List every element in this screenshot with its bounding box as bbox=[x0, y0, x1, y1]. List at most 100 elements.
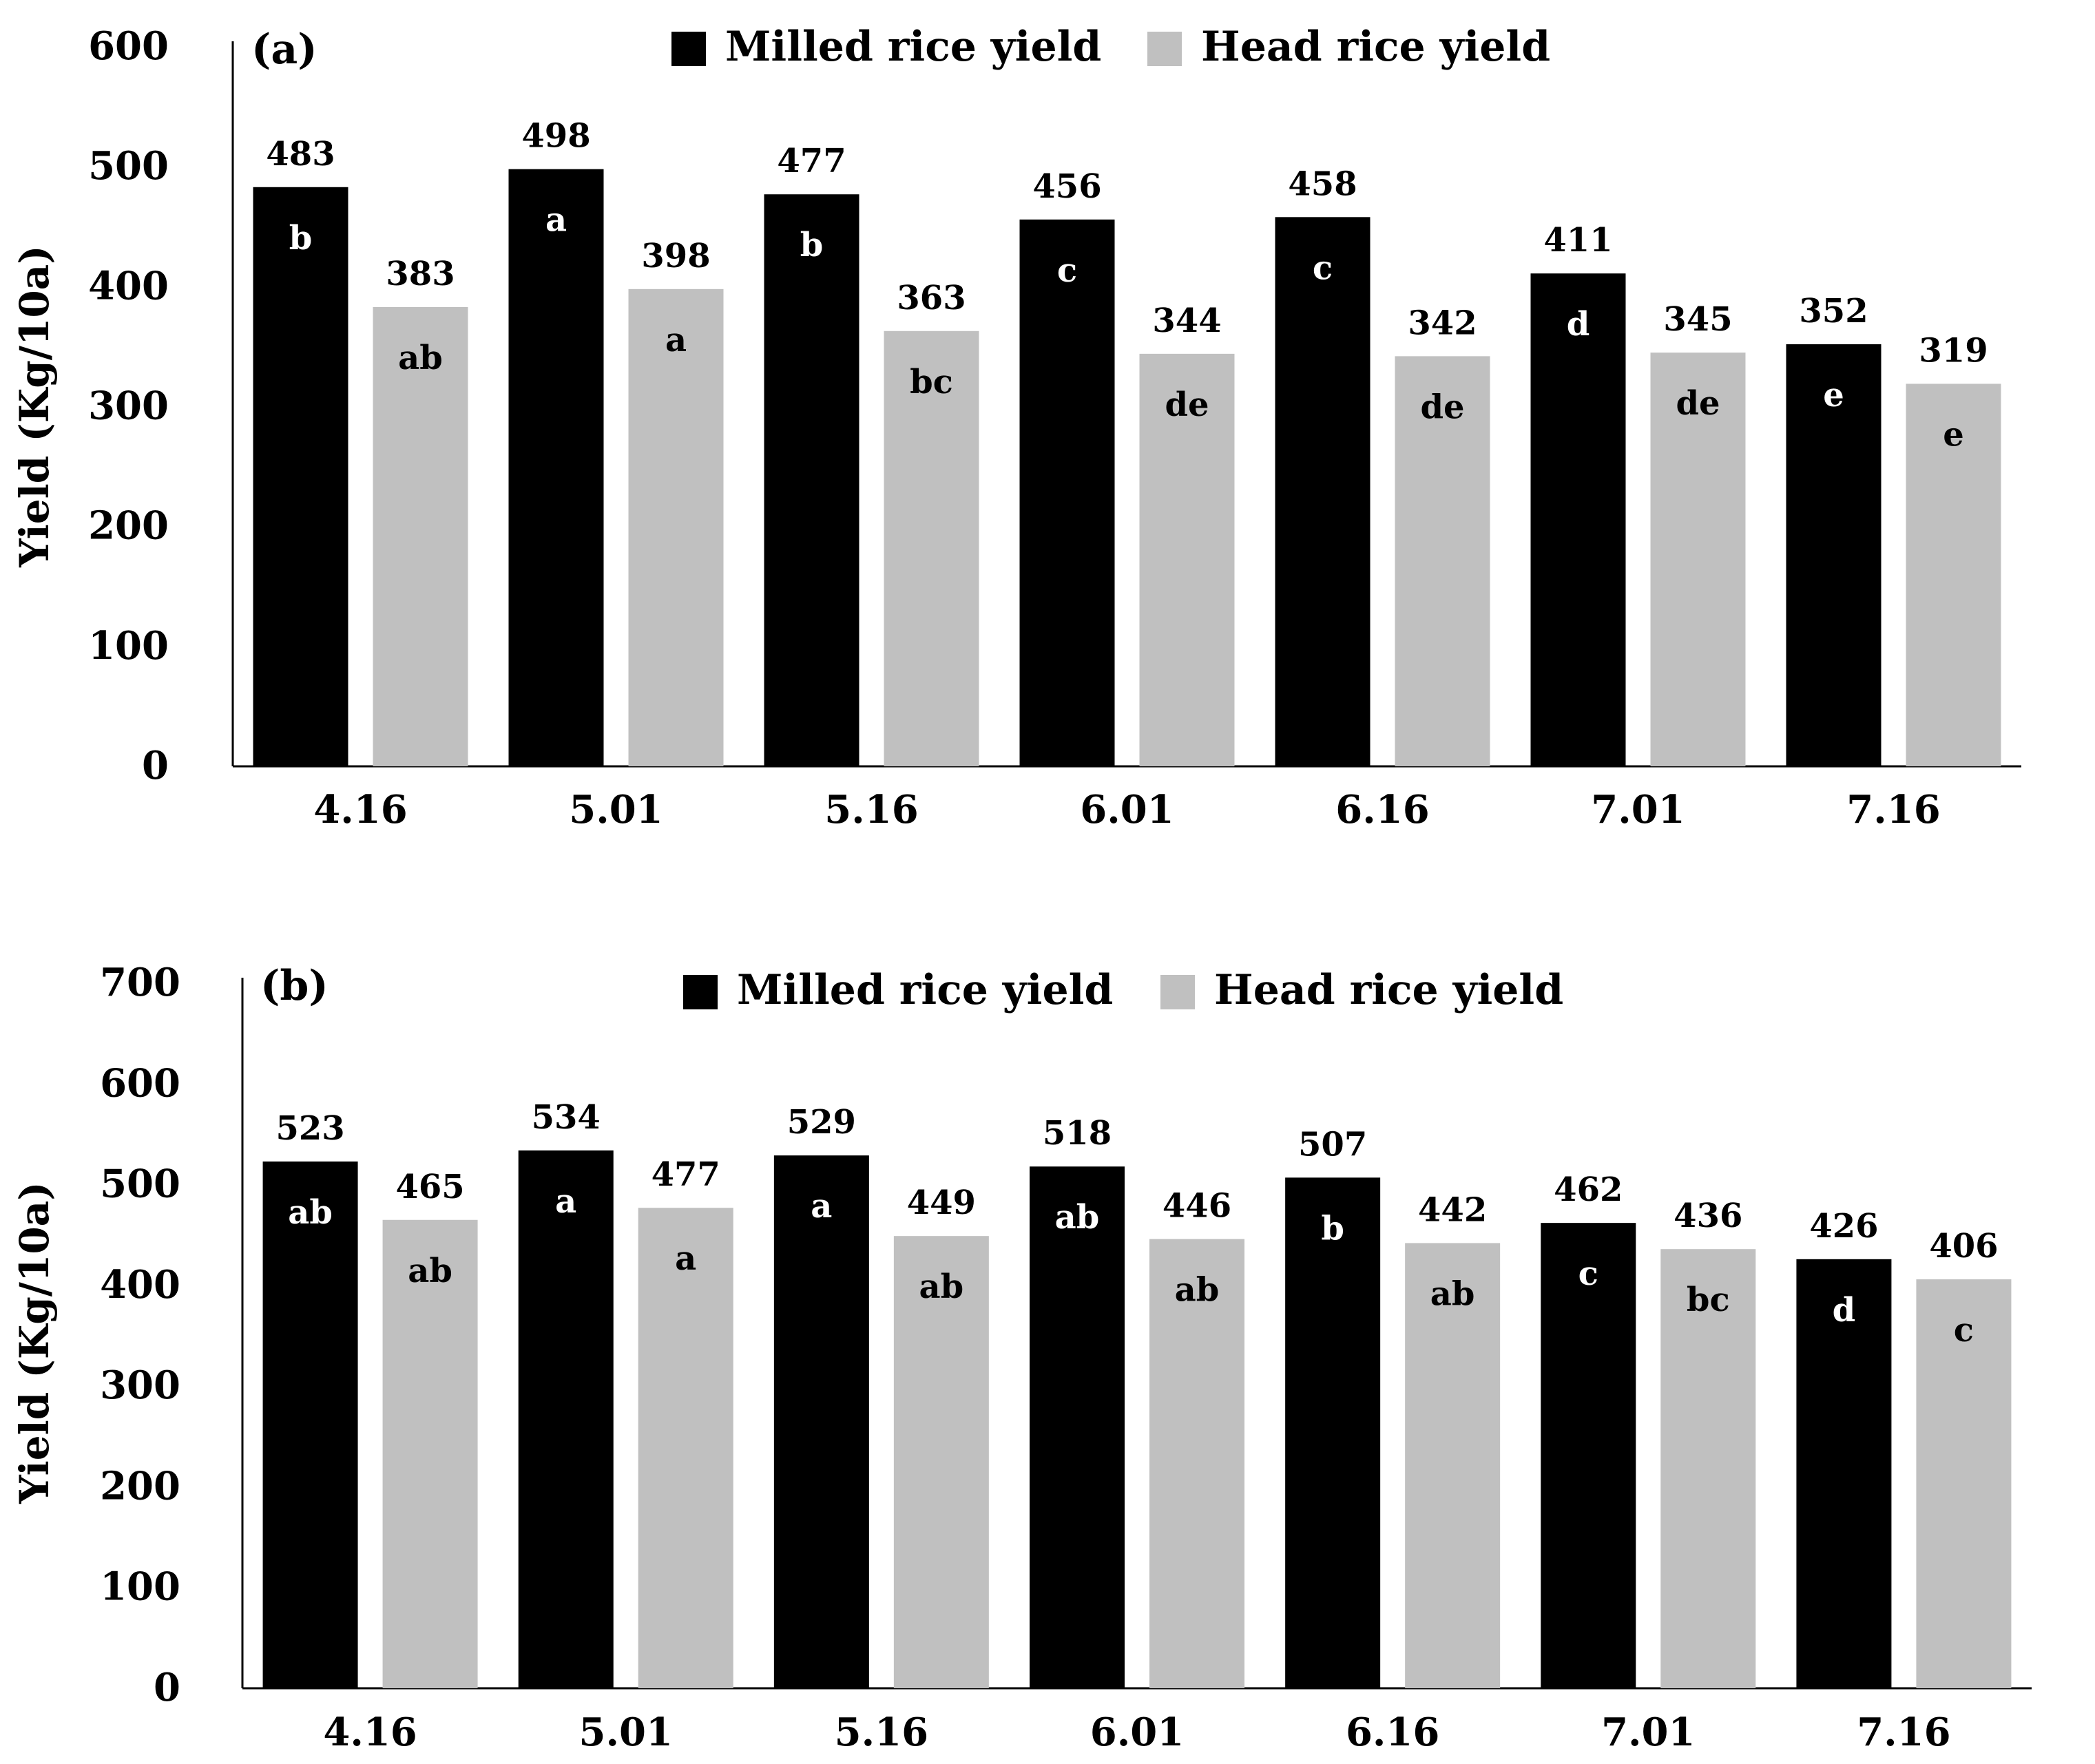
bar-head bbox=[638, 1208, 733, 1688]
bar-head bbox=[1650, 353, 1746, 766]
x-tick-label: 6.01 bbox=[1090, 1710, 1184, 1755]
y-tick-label: 300 bbox=[88, 384, 169, 429]
y-tick-label: 200 bbox=[88, 503, 169, 549]
bar-head bbox=[373, 306, 468, 767]
bar-group-letter: de bbox=[1420, 388, 1464, 426]
bar-value-label: 507 bbox=[1298, 1125, 1367, 1164]
bar-head bbox=[893, 1236, 989, 1688]
y-tick-label: 600 bbox=[88, 23, 169, 69]
bar-value-label: 398 bbox=[641, 237, 710, 275]
bar-value-label: 436 bbox=[1674, 1197, 1742, 1235]
bar-group-letter: de bbox=[1676, 384, 1720, 423]
bar-head bbox=[1395, 356, 1490, 766]
y-tick-label: 100 bbox=[100, 1564, 180, 1610]
legend-swatch bbox=[1147, 32, 1182, 66]
bar-head bbox=[884, 330, 979, 766]
bar-value-label: 477 bbox=[652, 1155, 720, 1194]
x-tick-label: 7.16 bbox=[1857, 1710, 1950, 1755]
legend-label: Milled rice yield bbox=[725, 23, 1101, 71]
bar-milled bbox=[262, 1161, 358, 1688]
bar-group-letter: a bbox=[811, 1187, 832, 1226]
bar-group-letter: ab bbox=[1430, 1274, 1475, 1313]
bar-group-letter: b bbox=[1321, 1209, 1344, 1248]
bar-value-label: 426 bbox=[1809, 1207, 1878, 1246]
bar-group-letter: bc bbox=[910, 363, 953, 401]
x-tick-label: 6.16 bbox=[1335, 787, 1429, 832]
bar-value-label: 523 bbox=[275, 1109, 344, 1148]
bar-group-letter: ab bbox=[398, 339, 443, 377]
bar-milled bbox=[1275, 217, 1370, 767]
panel-label: (a) bbox=[251, 25, 317, 74]
legend-swatch bbox=[671, 32, 706, 66]
bar-milled bbox=[1530, 273, 1626, 766]
bar-milled bbox=[773, 1155, 869, 1688]
bar-milled bbox=[1541, 1223, 1636, 1688]
x-tick-label: 5.16 bbox=[824, 787, 918, 832]
bar-milled bbox=[1019, 219, 1115, 766]
bar-value-label: 449 bbox=[907, 1184, 976, 1222]
bar-milled bbox=[1030, 1166, 1125, 1688]
bar-value-label: 352 bbox=[1799, 292, 1868, 330]
chart-panel-b: 0 100 200 300 400 500 600 700 Yield (Kg/10a) (b) M… bbox=[11, 960, 2032, 1755]
bar-value-label: 498 bbox=[521, 117, 590, 156]
bar-group-letter: a bbox=[675, 1239, 696, 1278]
y-tick-label: 300 bbox=[100, 1363, 180, 1408]
bar-value-label: 518 bbox=[1043, 1114, 1112, 1153]
bar-group-letter: a bbox=[555, 1182, 576, 1221]
bar-value-label: 345 bbox=[1663, 300, 1732, 339]
bar-value-label: 319 bbox=[1919, 331, 1988, 370]
bar-value-label: 411 bbox=[1543, 221, 1612, 260]
bar-group-letter: b bbox=[800, 226, 824, 264]
panel-label: (b) bbox=[260, 962, 329, 1010]
bar-value-label: 465 bbox=[395, 1168, 464, 1206]
bar-group-letter: e bbox=[1823, 376, 1844, 414]
x-tick-label: 7.01 bbox=[1601, 1710, 1695, 1755]
bar-value-label: 483 bbox=[266, 135, 335, 174]
x-tick-label: 7.16 bbox=[1846, 787, 1940, 832]
bar-group-letter: ab bbox=[1055, 1198, 1100, 1237]
bar-head bbox=[1660, 1249, 1756, 1688]
bar-head bbox=[1916, 1279, 2012, 1688]
bar-group-letter: ab bbox=[1175, 1271, 1220, 1310]
bar-group-letter: ab bbox=[288, 1193, 333, 1232]
bar-value-label: 363 bbox=[897, 279, 966, 317]
x-tick-label: 5.16 bbox=[835, 1710, 928, 1755]
bar-value-label: 446 bbox=[1163, 1187, 1231, 1226]
bar-head bbox=[1906, 384, 2001, 766]
bar-head bbox=[1149, 1239, 1244, 1688]
bar-value-label: 529 bbox=[787, 1103, 856, 1142]
x-tick-label: 5.01 bbox=[569, 787, 663, 832]
bar-group-letter: c bbox=[1057, 251, 1077, 290]
bar-head bbox=[1139, 353, 1235, 766]
legend-label: Head rice yield bbox=[1214, 966, 1563, 1014]
bar-value-label: 534 bbox=[532, 1098, 601, 1137]
y-tick-label: 0 bbox=[142, 743, 169, 788]
bar-milled bbox=[518, 1150, 614, 1688]
bar-group-letter: a bbox=[545, 201, 567, 240]
y-tick-label: 0 bbox=[154, 1665, 180, 1710]
y-tick-label: 400 bbox=[100, 1262, 180, 1308]
bar-value-label: 406 bbox=[1929, 1227, 1998, 1266]
x-tick-label: 6.01 bbox=[1080, 787, 1174, 832]
x-tick-label: 4.16 bbox=[323, 1710, 417, 1755]
bar-value-label: 342 bbox=[1408, 304, 1477, 342]
bar-value-label: 462 bbox=[1554, 1170, 1623, 1209]
bar-group-letter: b bbox=[289, 219, 313, 258]
x-tick-label: 4.16 bbox=[313, 787, 407, 832]
bar-group-letter: ab bbox=[919, 1268, 964, 1306]
bar-value-label: 477 bbox=[777, 142, 846, 180]
bar-group-letter: c bbox=[1578, 1254, 1598, 1293]
bar-value-label: 456 bbox=[1032, 167, 1101, 206]
bar-milled bbox=[1285, 1177, 1381, 1688]
bar-group-letter: bc bbox=[1687, 1281, 1730, 1319]
bar-head bbox=[628, 288, 724, 767]
legend-label: Head rice yield bbox=[1201, 23, 1550, 71]
bar-group-letter: ab bbox=[408, 1252, 452, 1290]
bar-milled bbox=[1786, 344, 1882, 766]
bar-group-letter: c bbox=[1954, 1311, 1974, 1350]
bar-value-label: 383 bbox=[386, 255, 455, 293]
y-tick-label: 500 bbox=[88, 143, 169, 189]
bar-group-letter: e bbox=[1943, 415, 1964, 454]
bar-value-label: 442 bbox=[1418, 1190, 1487, 1229]
